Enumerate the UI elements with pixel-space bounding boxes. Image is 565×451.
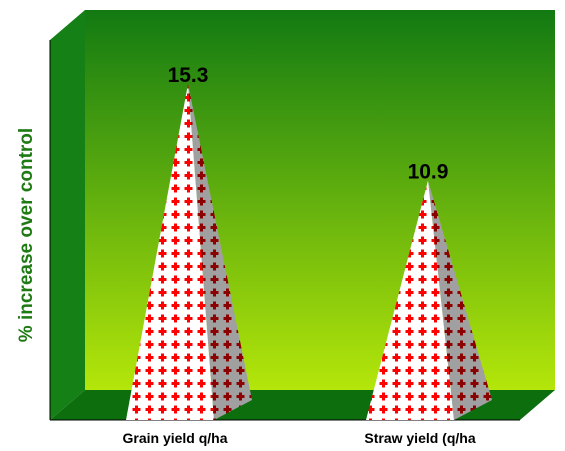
data-label-2: 10.9 bbox=[408, 161, 449, 184]
pyramid-front-2 bbox=[366, 180, 454, 420]
category-label-2: Straw yield (q/ha bbox=[364, 430, 475, 446]
pyramid-front-1 bbox=[126, 83, 214, 420]
pyramid-side-1 bbox=[188, 83, 252, 420]
data-label-1: 15.3 bbox=[168, 64, 209, 87]
pyramid-bar-2 bbox=[366, 180, 492, 420]
category-label-1: Grain yield q/ha bbox=[122, 430, 227, 446]
y-axis-label: % increase over control bbox=[16, 128, 37, 342]
pyramid-bar-1 bbox=[126, 83, 252, 420]
plot-side-wall bbox=[50, 10, 85, 420]
pyramid-side-2 bbox=[428, 180, 492, 420]
